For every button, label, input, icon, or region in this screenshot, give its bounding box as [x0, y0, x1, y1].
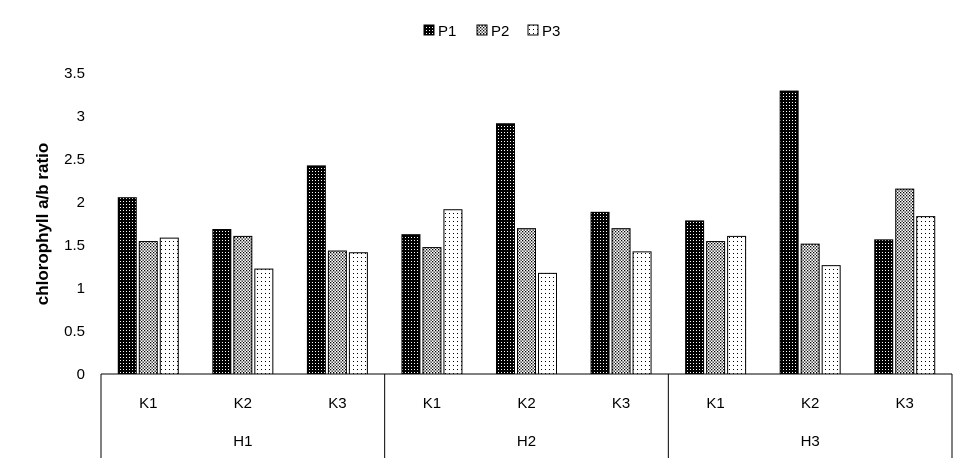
y-tick-label: 2.5 [64, 151, 85, 168]
bar-p1-h2-k3 [590, 211, 610, 375]
bar-p3-h1-k3 [348, 252, 368, 375]
bar-p1-h2-k1 [401, 234, 421, 375]
plot-area [117, 90, 936, 375]
y-tick-label: 2 [77, 194, 85, 211]
y-tick-label: 3 [77, 108, 85, 125]
bar-p3-h1-k1 [159, 237, 179, 375]
bar-p3-h2-k2 [538, 272, 557, 375]
bar-p1-h1-k1 [117, 197, 137, 375]
bar-p3-h3-k1 [727, 235, 747, 375]
y-tick-label: 0 [77, 366, 85, 383]
y-tick-label: 0.5 [64, 323, 85, 340]
group-label: H2 [517, 433, 536, 450]
bar-p2-h1-k3 [327, 250, 347, 375]
bar-p3-h3-k3 [916, 216, 936, 375]
bar-p1-h3-k2 [779, 90, 799, 375]
bar-p1-h2-k2 [496, 123, 515, 375]
bar-p1-h3-k3 [874, 239, 894, 375]
bar-p3-h1-k2 [254, 268, 274, 375]
legend-swatch-p3 [527, 24, 539, 36]
bar-p2-h3-k3 [895, 188, 915, 375]
legend-swatch-p2 [476, 24, 488, 36]
bar-p3-h3-k2 [821, 265, 841, 375]
bar-p3-h2-k1 [443, 209, 463, 375]
x-axis: K1 K2 K3 H1 K1 K2 K3 H2 K1 K2 K3 H3 [100, 373, 953, 458]
legend-label-p2: P2 [491, 23, 509, 40]
group-label: H3 [801, 433, 820, 450]
y-tick-label: 1 [77, 280, 85, 297]
legend-label-p3: P3 [542, 23, 560, 40]
x-tick-label: K1 [706, 395, 724, 412]
x-tick-label: K1 [423, 395, 441, 412]
y-axis-label: chlorophyll a/b ratio [33, 143, 52, 305]
bar-p1-h1-k2 [212, 229, 232, 375]
x-tick-label: K3 [612, 395, 630, 412]
y-tick-label: 1.5 [64, 237, 85, 254]
legend: P1 P2 P3 [423, 23, 560, 40]
x-tick-label: K3 [896, 395, 914, 412]
bar-p1-h3-k1 [685, 220, 705, 375]
bar-p2-h1-k1 [138, 241, 158, 375]
x-tick-label: K1 [139, 395, 157, 412]
legend-label-p1: P1 [438, 23, 456, 40]
legend-swatch-p1 [423, 24, 435, 36]
group-label: H1 [233, 433, 252, 450]
x-tick-label: K2 [801, 395, 819, 412]
bar-p2-h3-k1 [706, 241, 726, 375]
bar-p2-h3-k2 [800, 243, 820, 375]
bar-p2-h2-k2 [517, 228, 536, 375]
x-tick-label: K2 [517, 395, 535, 412]
y-tick-label: 3.5 [64, 65, 85, 82]
bar-p3-h2-k3 [632, 251, 652, 375]
bar-p1-h1-k3 [306, 165, 326, 375]
y-axis: 0 0.5 1 1.5 2 2.5 3 3.5 [64, 65, 85, 383]
x-tick-label: K3 [328, 395, 346, 412]
x-tick-label: K2 [234, 395, 252, 412]
bar-p2-h1-k2 [233, 235, 253, 375]
bar-p2-h2-k3 [611, 228, 631, 375]
bar-p2-h2-k1 [422, 247, 442, 375]
